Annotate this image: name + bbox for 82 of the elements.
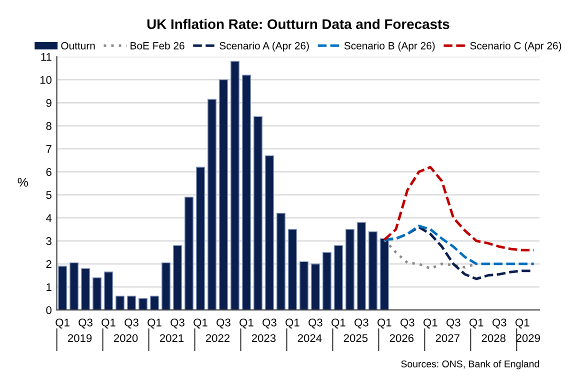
bar (138, 298, 148, 310)
bar (380, 238, 389, 310)
x-tick-label: Q3 (170, 318, 184, 328)
text: 2021 (160, 334, 184, 342)
y-tick-label: 11 (41, 53, 52, 61)
y-tick-label: 7 (46, 145, 52, 153)
bar (242, 74, 252, 310)
y-tick-label: 4 (46, 214, 52, 222)
legend-label: Outturn (61, 42, 95, 50)
x-tick-label: Q3 (78, 318, 92, 328)
bar (356, 222, 366, 310)
bar (322, 252, 332, 310)
text: 2022 (206, 334, 230, 342)
bar (299, 261, 309, 310)
bar (80, 268, 90, 310)
bar (276, 212, 286, 310)
chart-title: UK Inflation Rate: Outturn Data and Forecasts (147, 18, 450, 30)
bar (310, 263, 320, 310)
bar (218, 79, 228, 310)
x-tick-label: Q1 (469, 318, 484, 328)
bar (115, 296, 125, 310)
bar (92, 277, 102, 310)
bar (264, 155, 274, 310)
text: 2028 (482, 334, 506, 342)
text: 2023 (252, 334, 276, 342)
bar (288, 228, 298, 310)
line-series (383, 224, 536, 266)
bar (126, 296, 136, 310)
x-tick-label: Q3 (400, 318, 414, 328)
bar (161, 262, 171, 310)
x-tick-label: Q1 (148, 318, 162, 328)
bar (184, 196, 194, 310)
bar (58, 266, 68, 310)
bar (172, 245, 182, 310)
y-tick-label: 0 (46, 306, 52, 314)
x-tick-label: Q3 (446, 318, 460, 328)
y-tick-label: 1 (46, 283, 52, 291)
x-tick-label: Q3 (354, 318, 368, 328)
text: 2025 (344, 334, 368, 342)
y-tick-label: 6 (46, 168, 52, 176)
text: 2026 (390, 334, 414, 342)
bar (230, 60, 240, 310)
y-tick-label: 10 (40, 76, 52, 84)
y-tick-label: 8 (46, 122, 52, 130)
x-tick-label: Q3 (216, 318, 230, 328)
legend-label: Scenario B (Apr 26) (344, 42, 435, 52)
x-tick-label: Q1 (378, 318, 392, 328)
bar (253, 116, 263, 310)
source-note: Sources: ONS, Bank of England (401, 360, 539, 370)
x-tick-label: Q1 (515, 318, 530, 328)
x-tick-label: Q1 (102, 318, 116, 328)
y-tick-label: 2 (46, 260, 52, 268)
x-tick-label: Q1 (286, 318, 300, 328)
x-tick-label: Q1 (424, 318, 438, 328)
bar (334, 245, 343, 310)
legend-label: Scenario A (Apr 26) (220, 42, 309, 52)
bar (69, 262, 79, 310)
text: 2027 (436, 334, 460, 342)
legend-label: Scenario C (Apr 26) (470, 42, 562, 52)
y-axis-title: % (18, 178, 28, 187)
y-tick-label: 5 (46, 191, 52, 199)
legend-label: BoE Feb 26 (130, 42, 184, 50)
x-tick-label: Q3 (308, 318, 322, 328)
bar (368, 231, 378, 310)
y-tick-label: 3 (46, 237, 52, 246)
x-tick-label: Q1 (56, 318, 70, 328)
x-tick-label: Q1 (240, 318, 254, 328)
x-tick-label: Q1 (194, 318, 208, 328)
x-tick-label: Q3 (124, 318, 138, 328)
bar (196, 166, 206, 310)
text: 2020 (114, 334, 138, 342)
bar (207, 98, 217, 310)
line-series (383, 166, 536, 252)
x-tick-label: Q3 (262, 318, 276, 328)
bar (345, 228, 354, 310)
text: 2024 (298, 334, 322, 342)
y-tick-label: 9 (46, 99, 52, 107)
x-tick-label: Q3 (492, 318, 506, 328)
bar (150, 296, 160, 310)
bar (104, 272, 114, 310)
x-tick-label: Q1 (332, 318, 346, 328)
text: 2019 (68, 334, 92, 342)
